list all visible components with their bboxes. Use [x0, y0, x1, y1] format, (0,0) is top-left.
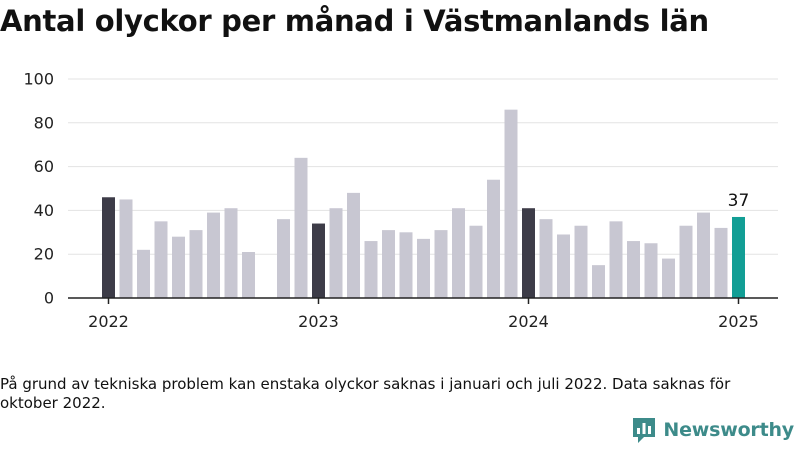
bar-2023-03	[347, 192, 360, 298]
bar-2023-12	[504, 109, 518, 298]
bar-2023-02	[329, 208, 343, 298]
bar-2022-02	[119, 199, 133, 298]
y-axis-tick-labels: 0 20 40 60 80 100	[23, 70, 54, 308]
bar-2023-09	[452, 208, 465, 298]
bar-2024-09	[662, 258, 675, 298]
bar-2023-06	[399, 232, 413, 298]
bar-2024-04	[574, 225, 588, 298]
bar-2022-03	[137, 249, 150, 298]
y-tick-label: 80	[34, 113, 54, 132]
bar-2022-06	[189, 230, 203, 298]
bar-2024-03	[557, 234, 570, 298]
x-tick-label: 2024	[508, 312, 549, 331]
bar-2024-07	[627, 241, 640, 298]
y-tick-label: 40	[34, 201, 54, 220]
bar-2022-01	[102, 197, 115, 298]
y-tick-label: 60	[34, 157, 54, 176]
y-tick-label: 100	[23, 70, 54, 89]
footnote: På grund av tekniska problem kan enstaka…	[0, 375, 731, 412]
chart-title: Antal olyckor per månad i Västmanlands l…	[0, 4, 709, 38]
data-label-latest: 37	[728, 191, 750, 211]
x-axis-tick-labels: 2022 2023 2024 2025	[88, 298, 759, 331]
bar-2022-07	[207, 212, 220, 298]
bar-2024-02	[539, 219, 553, 298]
bar-2022-09	[242, 252, 255, 298]
bar-2023-10	[469, 225, 483, 298]
bar-2023-08	[434, 230, 448, 298]
bar-2023-11	[487, 179, 500, 298]
bar-2024-12	[714, 227, 728, 298]
y-tick-label: 0	[44, 289, 54, 308]
bar-2023-01	[312, 223, 325, 298]
bar-2022-12	[294, 157, 308, 298]
bar-2023-07	[417, 238, 430, 298]
bar-2024-01	[522, 208, 535, 298]
bar-2022-05	[172, 236, 185, 298]
bar-2022-08	[224, 208, 238, 298]
brand-name: Newsworthy	[663, 419, 794, 441]
bar-2024-10	[679, 225, 693, 298]
brand-logo: Newsworthy	[631, 416, 794, 444]
annotations: 37	[728, 191, 750, 211]
bar-2024-06	[609, 221, 623, 298]
bar-chart: 0 20 40 60 80 100 2022 2023 2024 2025 37	[23, 70, 778, 331]
bars	[102, 109, 745, 298]
newsworthy-logo-icon	[633, 418, 656, 443]
bar-2024-05	[592, 265, 605, 298]
bar-2022-11	[277, 219, 290, 298]
x-tick-label: 2025	[718, 312, 759, 331]
x-tick-label: 2022	[88, 312, 129, 331]
bar-2024-08	[644, 243, 658, 298]
gridlines	[68, 78, 778, 255]
x-tick-label: 2023	[298, 312, 339, 331]
y-tick-label: 20	[34, 245, 54, 264]
bar-2023-05	[382, 230, 395, 298]
bar-2023-04	[364, 241, 378, 298]
bar-2024-11	[697, 212, 710, 298]
bar-2025-01	[732, 216, 745, 298]
bar-2022-04	[154, 221, 168, 298]
